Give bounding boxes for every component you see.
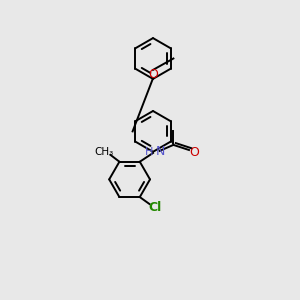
Text: H: H: [145, 147, 154, 157]
Text: O: O: [148, 68, 158, 81]
Text: O: O: [190, 146, 199, 160]
Text: Cl: Cl: [148, 201, 161, 214]
Text: N: N: [155, 145, 165, 158]
Text: CH₃: CH₃: [95, 147, 114, 157]
